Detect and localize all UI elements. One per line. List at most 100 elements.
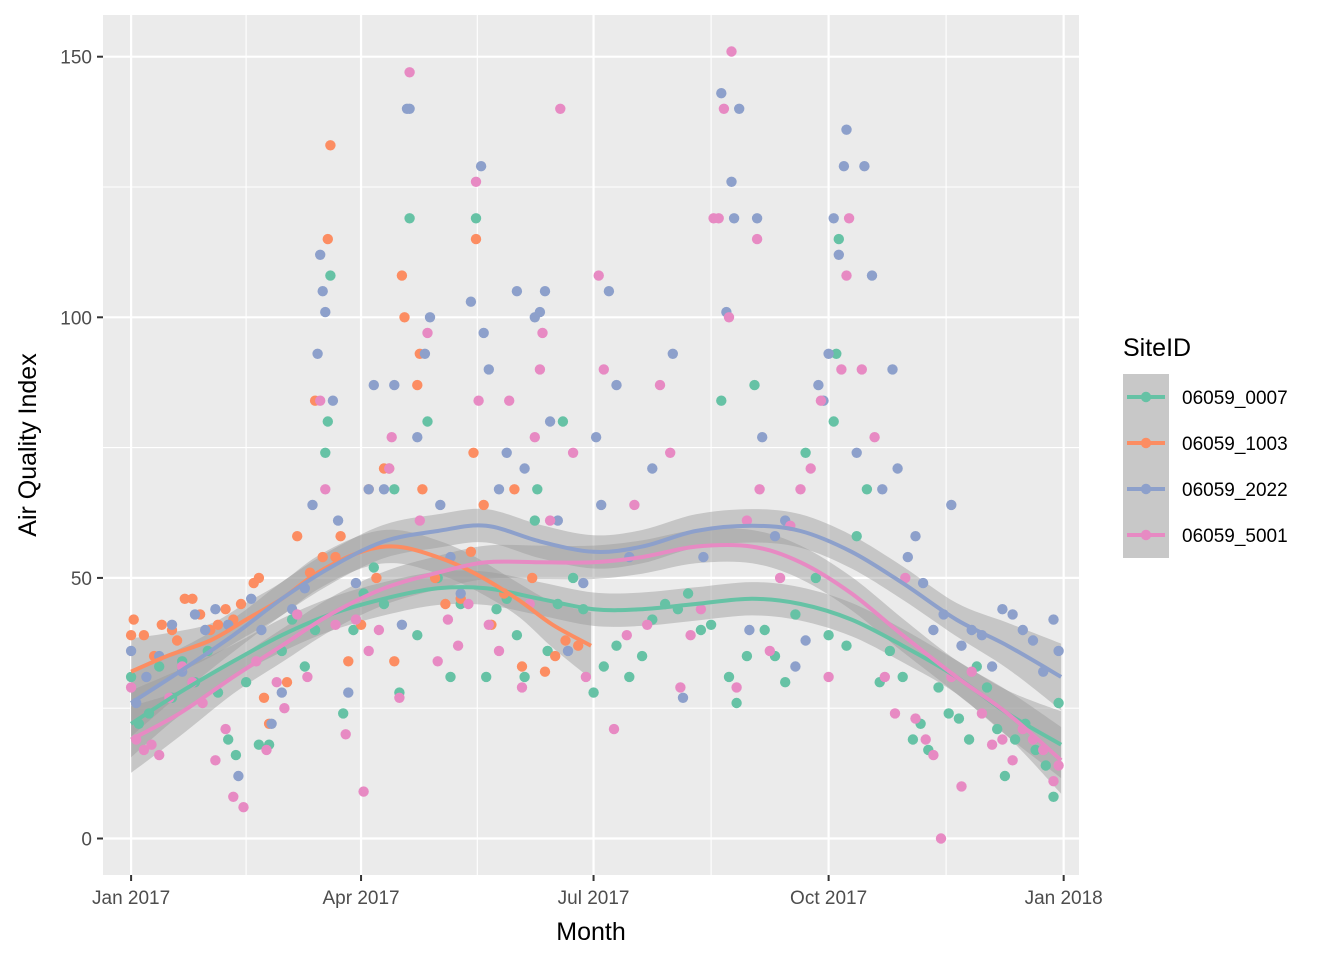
- data-point: [795, 484, 806, 495]
- data-point: [539, 286, 551, 297]
- data-point: [1007, 609, 1018, 620]
- data-point: [240, 677, 252, 688]
- data-point: [315, 395, 326, 406]
- data-point: [302, 671, 313, 683]
- data-point: [424, 312, 436, 323]
- data-point: [889, 708, 901, 719]
- data-point: [371, 572, 382, 584]
- data-point: [465, 296, 477, 307]
- data-point: [560, 635, 571, 646]
- data-point: [636, 650, 648, 662]
- data-point: [276, 687, 287, 698]
- data-point: [726, 176, 737, 187]
- y-axis-title: Air Quality Index: [14, 353, 42, 537]
- data-point: [307, 499, 318, 511]
- data-point: [511, 630, 523, 641]
- data-point: [884, 645, 896, 657]
- data-point: [504, 395, 515, 406]
- data-point: [935, 833, 947, 844]
- data-point: [320, 306, 331, 318]
- confidence-ribbon: [131, 570, 1062, 779]
- data-point: [440, 598, 451, 610]
- data-point: [590, 432, 602, 443]
- legend-label: 06059_5001: [1182, 526, 1288, 547]
- data-point: [751, 233, 763, 245]
- data-point: [389, 379, 400, 391]
- data-point: [744, 624, 755, 636]
- data-point: [997, 604, 1008, 615]
- panel-background: [103, 15, 1079, 875]
- data-point: [246, 593, 257, 604]
- data-point: [166, 619, 178, 630]
- data-point: [154, 749, 165, 761]
- data-point: [481, 671, 492, 683]
- data-point: [519, 671, 530, 683]
- data-point: [552, 515, 563, 526]
- data-point: [378, 484, 390, 495]
- data-point: [516, 661, 528, 672]
- data-point: [256, 624, 267, 636]
- data-point: [866, 270, 878, 281]
- data-point: [223, 734, 234, 745]
- data-point: [368, 379, 379, 391]
- data-point: [754, 484, 765, 495]
- data-point: [723, 671, 735, 683]
- data-point: [312, 348, 323, 359]
- data-point: [966, 666, 977, 677]
- data-point: [624, 671, 635, 683]
- data-point: [154, 661, 165, 672]
- smooth-line: [130, 523, 1063, 705]
- data-point: [567, 447, 579, 458]
- data-point: [823, 671, 834, 683]
- data-point: [654, 379, 666, 391]
- data-point: [171, 635, 183, 646]
- legend-key-point: [1140, 483, 1152, 495]
- data-point: [621, 630, 632, 641]
- data-point: [125, 671, 137, 683]
- data-point: [281, 677, 293, 688]
- data-point: [943, 708, 954, 719]
- data-point: [386, 432, 397, 443]
- data-point: [343, 687, 354, 698]
- data-point: [731, 697, 742, 709]
- data-point: [210, 755, 221, 766]
- data-point: [511, 286, 523, 297]
- data-point: [859, 161, 870, 172]
- data-point: [138, 630, 150, 641]
- data-point: [396, 619, 408, 630]
- data-point: [856, 364, 867, 375]
- data-point: [851, 447, 862, 458]
- data-point: [465, 546, 477, 557]
- data-point: [358, 786, 369, 797]
- data-point: [774, 572, 786, 584]
- data-point: [580, 671, 592, 683]
- data-point: [322, 416, 333, 427]
- data-point: [141, 671, 152, 683]
- data-point: [999, 770, 1011, 782]
- data-point: [412, 630, 423, 641]
- data-point: [350, 614, 362, 625]
- data-point: [317, 286, 328, 297]
- data-point: [473, 395, 484, 406]
- data-point: [238, 802, 249, 813]
- data-point: [363, 484, 374, 495]
- data-point: [544, 416, 556, 427]
- data-point: [299, 661, 310, 672]
- data-point: [210, 604, 221, 615]
- data-point: [902, 551, 913, 563]
- data-point: [404, 67, 415, 78]
- data-point: [1053, 645, 1064, 657]
- data-point: [363, 645, 374, 657]
- data-point: [726, 46, 737, 57]
- data-point: [404, 213, 415, 224]
- data-point: [741, 515, 753, 526]
- data-point: [705, 619, 717, 630]
- legend-key-point: [1140, 391, 1152, 403]
- data-point: [544, 515, 556, 526]
- data-point: [833, 233, 844, 245]
- data-point: [187, 593, 198, 604]
- data-point: [228, 791, 239, 802]
- data-point: [588, 687, 599, 698]
- data-point: [953, 713, 965, 724]
- data-point: [470, 176, 482, 187]
